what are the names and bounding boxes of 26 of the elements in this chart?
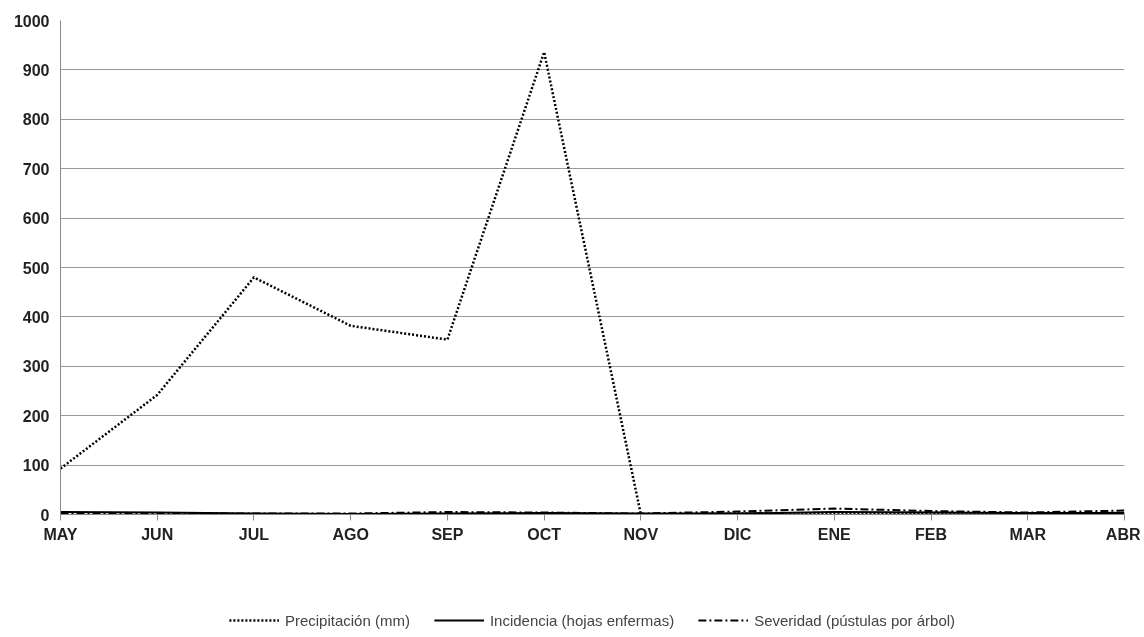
y-tick-label: 0 [40,506,50,524]
x-tick-label: MAY [43,525,78,543]
x-tick-label: AGO [332,525,369,543]
x-tick-label: SEP [431,525,464,543]
x-tick-label: FEB [915,525,948,543]
y-tick-label: 800 [22,111,50,129]
y-tick-label: 300 [22,358,50,376]
x-tick-label: OCT [527,525,562,543]
y-tick-label: 600 [22,210,50,228]
y-tick-label: 1000 [13,12,50,30]
y-tick-label: 500 [22,259,50,277]
x-tick-label: NOV [623,525,659,543]
x-tick-label: JUN [141,525,174,543]
y-tick-label: 200 [22,407,50,425]
legend-label: Severidad (pústulas por árbol) [754,611,956,629]
x-tick-label: DIC [723,525,752,543]
x-tick-label: ABR [1105,525,1141,543]
y-tick-label: 900 [22,61,50,79]
y-tick-label: 700 [22,160,50,178]
x-tick-label: MAR [1009,525,1047,543]
y-tick-label: 100 [22,457,50,475]
x-tick-label: ENE [817,525,852,543]
legend-label: Precipitación (mm) [284,611,410,629]
y-tick-label: 400 [22,308,50,326]
x-tick-label: JUL [238,525,270,543]
legend-label: Incidencia (hojas enfermas) [489,611,675,629]
